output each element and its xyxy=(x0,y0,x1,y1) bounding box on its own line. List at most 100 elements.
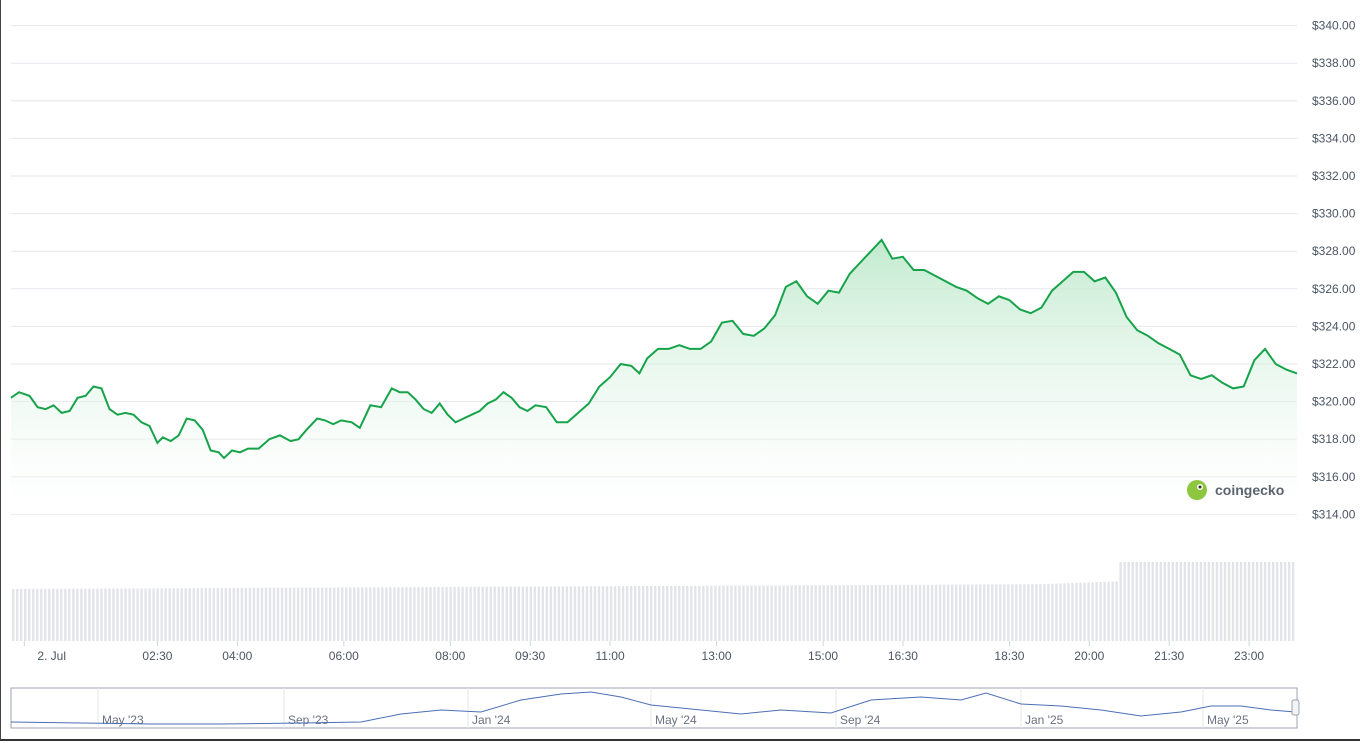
volume-bar xyxy=(292,587,296,641)
volume-bar xyxy=(738,585,741,641)
y-tick-label: $320.00 xyxy=(1312,395,1356,409)
volume-bar xyxy=(666,585,669,641)
navigator-tick-label: May '23 xyxy=(102,713,144,727)
volume-bar xyxy=(489,586,492,641)
volume-bar xyxy=(1099,582,1102,641)
volume-bar xyxy=(970,584,974,641)
volume-bar xyxy=(1235,562,1239,641)
volume-bar xyxy=(1215,562,1219,641)
volume-bar xyxy=(228,587,232,641)
volume-bar xyxy=(718,585,721,641)
volume-bar xyxy=(1143,562,1146,641)
volume-bar xyxy=(1231,562,1235,641)
volume-bar xyxy=(1015,584,1018,641)
volume-bar xyxy=(345,587,348,641)
volume-bar xyxy=(80,588,83,641)
volume-bar xyxy=(1007,584,1010,641)
volume-bar xyxy=(433,587,436,641)
volume-bar xyxy=(1163,562,1166,641)
volume-bar xyxy=(1107,581,1110,641)
volume-bar xyxy=(1239,562,1243,641)
volume-bar xyxy=(766,585,769,641)
volume-bar xyxy=(505,586,508,641)
navigator-frame xyxy=(10,687,1298,729)
volume-bar xyxy=(1111,581,1114,641)
volume-bar xyxy=(417,587,420,641)
volume-bar xyxy=(401,587,404,641)
volume-bar xyxy=(1267,562,1271,641)
volume-bar xyxy=(260,587,264,641)
volume-bar xyxy=(922,584,926,641)
volume-bar xyxy=(328,587,332,641)
volume-bar xyxy=(72,588,75,641)
volume-bar xyxy=(445,586,448,641)
y-tick-label: $338.00 xyxy=(1312,56,1356,70)
volume-bar xyxy=(966,584,970,641)
volume-bar xyxy=(176,588,179,641)
volume-bar xyxy=(1243,562,1247,641)
volume-bar xyxy=(377,587,380,641)
volume-bar xyxy=(1275,562,1279,641)
volume-bar xyxy=(798,585,801,641)
y-tick-label: $326.00 xyxy=(1312,282,1356,296)
volume-bar xyxy=(778,585,781,641)
volume-bar xyxy=(200,588,203,641)
volume-bar xyxy=(802,585,805,641)
volume-bar xyxy=(349,587,352,641)
volume-bar xyxy=(1047,583,1050,641)
volume-bar xyxy=(12,589,15,641)
volume-bar xyxy=(706,585,709,641)
volume-bar xyxy=(288,587,292,641)
volume-bar xyxy=(385,587,388,641)
volume-bar xyxy=(645,586,649,641)
volume-bar xyxy=(654,586,657,641)
volume-bar xyxy=(999,584,1002,641)
volume-bar xyxy=(124,588,127,641)
volume-bar xyxy=(942,584,946,641)
volume-bar xyxy=(365,587,368,641)
x-tick-label: 21:30 xyxy=(1154,649,1184,663)
volume-bar xyxy=(694,585,697,641)
volume-bar xyxy=(529,586,533,641)
volume-bar xyxy=(1043,584,1046,641)
volume-bar xyxy=(1271,562,1275,641)
volume-bar xyxy=(164,588,167,641)
volume-bar xyxy=(814,585,817,641)
volume-bar xyxy=(208,588,212,641)
volume-bar xyxy=(44,588,47,641)
volume-bar xyxy=(272,587,276,641)
volume-bar xyxy=(180,588,183,641)
volume-bar xyxy=(493,586,496,641)
navigator-tick-label: Sep '24 xyxy=(840,713,881,727)
volume-bar xyxy=(1003,584,1006,641)
volume-bar xyxy=(24,588,27,641)
volume-bar xyxy=(537,586,541,641)
volume-bar xyxy=(649,586,653,641)
volume-bar xyxy=(810,585,813,641)
volume-bar xyxy=(1091,582,1094,641)
volume-bar xyxy=(882,584,886,641)
volume-bar xyxy=(128,588,131,641)
volume-bar xyxy=(156,588,159,641)
volume-bar xyxy=(770,585,773,641)
volume-bar xyxy=(369,587,372,641)
volume-bar xyxy=(1263,562,1267,641)
volume-bar xyxy=(710,585,713,641)
volume-bar xyxy=(565,586,569,641)
x-axis-labels: 2. Jul 02:30 04:00 06:00 08:00 09:30 11:00 13:0… xyxy=(23,641,1264,663)
volume-bar xyxy=(441,586,444,641)
volume-bar xyxy=(513,586,516,641)
volume-bar xyxy=(589,586,593,641)
volume-bar xyxy=(569,586,573,641)
volume-bar xyxy=(621,586,625,641)
volume-bar xyxy=(168,588,171,641)
volume-bar xyxy=(926,584,930,641)
volume-bar xyxy=(1147,562,1150,641)
volume-bar xyxy=(1095,582,1098,641)
navigator-handle[interactable] xyxy=(1291,699,1300,716)
volume-bar xyxy=(746,585,749,641)
volume-bar xyxy=(678,585,681,641)
volume-bar xyxy=(264,587,268,641)
y-tick-label: $314.00 xyxy=(1312,507,1356,521)
